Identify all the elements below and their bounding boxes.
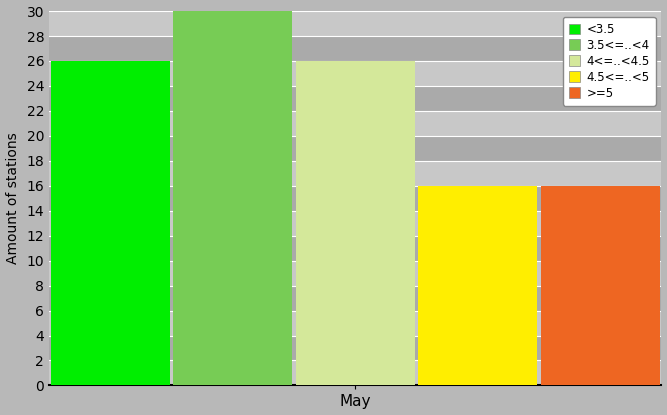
Bar: [49, 236, 662, 261]
Bar: [49, 186, 662, 211]
Bar: [49, 161, 662, 186]
Bar: [49, 261, 662, 286]
Bar: [49, 211, 662, 236]
Bar: [49, 335, 662, 361]
Bar: [49, 111, 662, 136]
Bar: [418, 186, 537, 386]
Bar: [49, 61, 662, 86]
Y-axis label: Amount of stations: Amount of stations: [5, 132, 19, 264]
Bar: [49, 36, 662, 61]
Bar: [49, 361, 662, 386]
Bar: [541, 186, 660, 386]
Bar: [51, 61, 169, 386]
Bar: [49, 286, 662, 310]
Bar: [49, 310, 662, 335]
Bar: [296, 61, 415, 386]
Bar: [49, 11, 662, 36]
Bar: [49, 86, 662, 111]
Bar: [49, 136, 662, 161]
Bar: [173, 11, 292, 386]
Legend: <3.5, 3.5<=..<4, 4<=..<4.5, 4.5<=..<5, >=5: <3.5, 3.5<=..<4, 4<=..<4.5, 4.5<=..<5, >…: [563, 17, 656, 105]
